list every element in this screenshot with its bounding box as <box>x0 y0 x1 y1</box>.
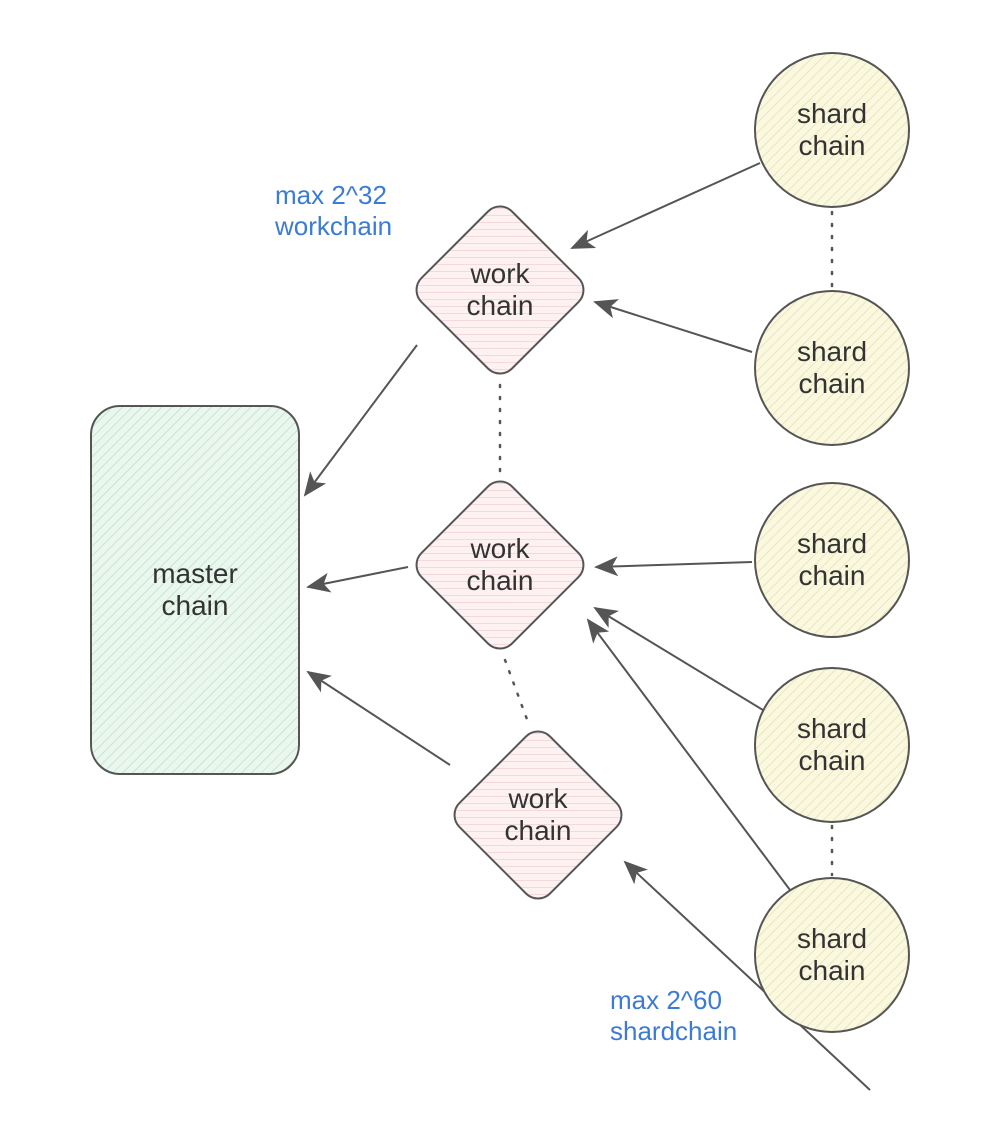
shard-chain-label: shard chain <box>797 98 867 162</box>
dotted-link-w2-w3 <box>505 660 528 722</box>
shard-chain-label: shard chain <box>797 528 867 592</box>
master-chain-node: master chain <box>90 405 300 775</box>
work-chain-label: work chain <box>409 258 591 322</box>
shard-chain-label: shard chain <box>797 713 867 777</box>
shard-chain-node-2: shard chain <box>754 290 910 446</box>
arrow-s3-w2 <box>596 562 752 567</box>
arrow-w1-m <box>305 345 417 495</box>
shard-chain-label: shard chain <box>797 923 867 987</box>
shard-chain-node-4: shard chain <box>754 667 910 823</box>
work-chain-node-1: work chain <box>435 225 565 355</box>
arrow-s1-w1 <box>572 163 760 248</box>
arrow-s4-w2 <box>595 608 763 710</box>
work-chain-label: work chain <box>409 533 591 597</box>
arrow-s2-w1 <box>595 302 752 352</box>
diagram-canvas: master chain work chain work chain work … <box>0 0 988 1134</box>
shard-chain-node-3: shard chain <box>754 482 910 638</box>
arrow-w3-m <box>308 672 450 765</box>
arrow-w2-m <box>308 567 408 587</box>
shard-chain-node-5: shard chain <box>754 877 910 1033</box>
master-chain-label: master chain <box>152 558 238 622</box>
work-chain-node-2: work chain <box>435 500 565 630</box>
work-chain-label: work chain <box>447 783 629 847</box>
shardchain-max-annotation: max 2^60 shardchain <box>610 985 737 1047</box>
shard-chain-node-1: shard chain <box>754 52 910 208</box>
workchain-max-annotation: max 2^32 workchain <box>275 180 392 242</box>
shard-chain-label: shard chain <box>797 336 867 400</box>
work-chain-node-3: work chain <box>473 750 603 880</box>
